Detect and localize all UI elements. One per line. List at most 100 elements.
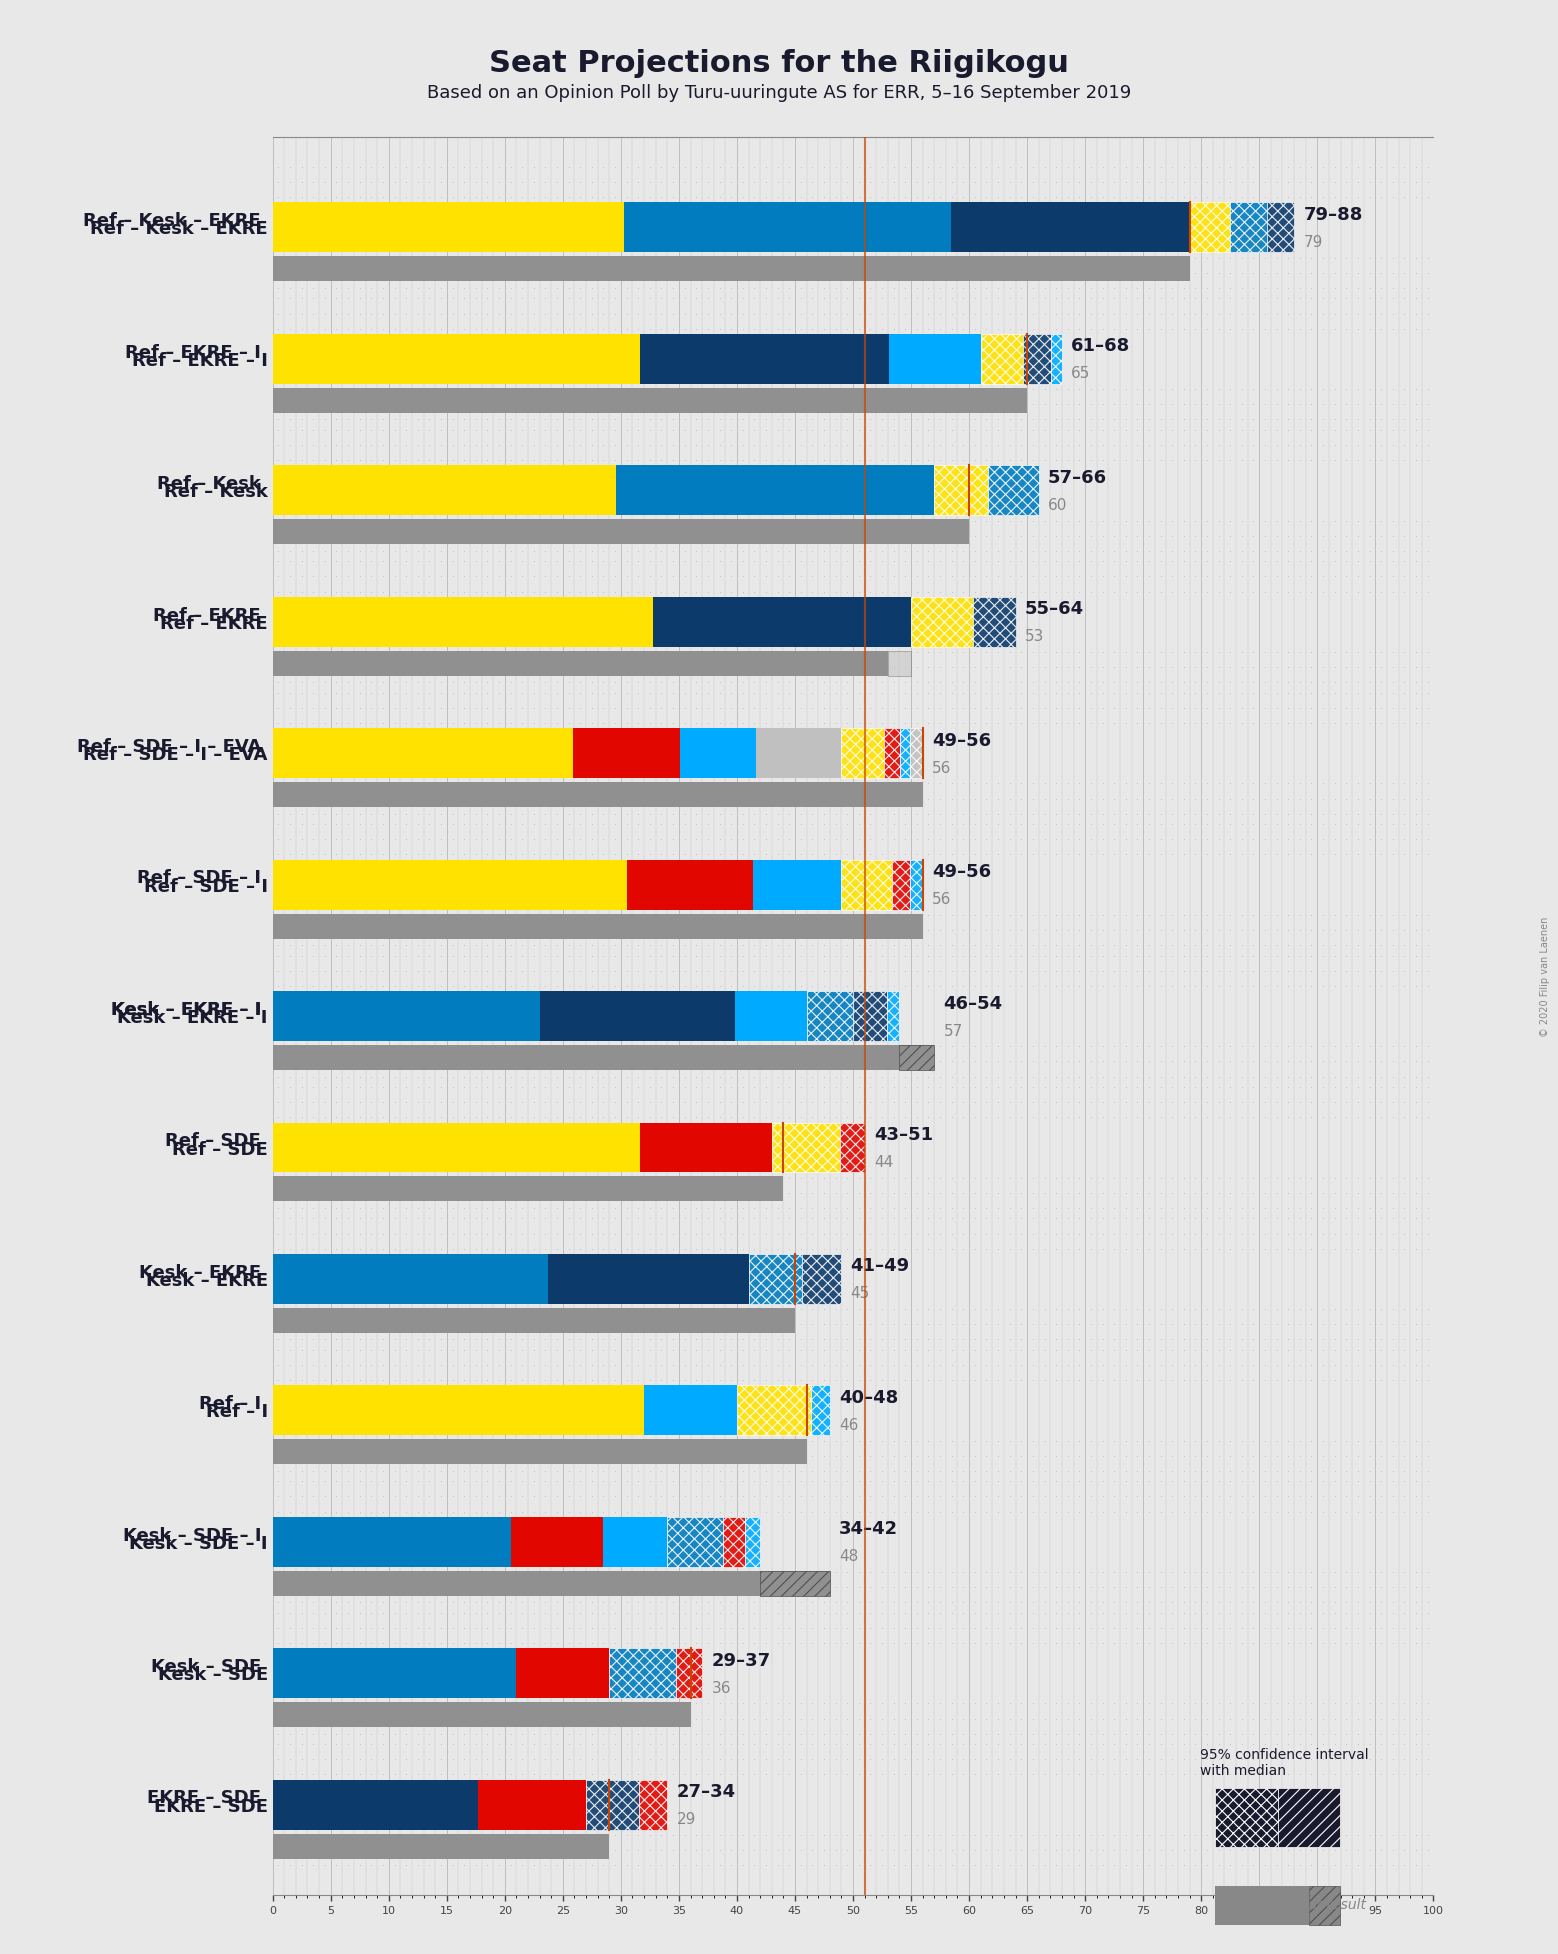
Point [846, 651, 871, 682]
Point [650, 956, 675, 987]
Point [522, 1596, 547, 1628]
Point [1299, 1217, 1324, 1249]
Point [1323, 430, 1348, 461]
Point [1044, 899, 1069, 930]
Point [533, 809, 558, 840]
Point [394, 520, 419, 551]
Point [637, 797, 662, 828]
Point [626, 1497, 651, 1528]
Point [1114, 1163, 1139, 1194]
Point [509, 1481, 534, 1512]
Point [1368, 545, 1393, 576]
Point [1404, 637, 1429, 668]
Point [997, 242, 1022, 274]
Point [1206, 242, 1231, 274]
Point [1044, 430, 1069, 461]
Point [1310, 561, 1335, 592]
Point [671, 1335, 696, 1366]
Point [835, 297, 860, 328]
Point [788, 1759, 813, 1790]
Point [1136, 971, 1161, 1002]
Point [371, 1364, 396, 1395]
Point [963, 535, 988, 567]
Point [986, 373, 1011, 404]
Point [1218, 404, 1243, 436]
Point [812, 784, 837, 815]
Point [533, 1323, 558, 1354]
Point [1195, 1850, 1220, 1882]
Point [997, 1440, 1022, 1471]
Point [452, 1688, 477, 1720]
Point [718, 1743, 743, 1774]
Point [1334, 297, 1359, 328]
Point [452, 1587, 477, 1618]
Point [927, 1102, 952, 1133]
Point [835, 404, 860, 436]
Point [869, 637, 894, 668]
Point [684, 561, 709, 592]
Point [799, 930, 824, 961]
Point [1078, 1456, 1103, 1487]
Point [1055, 940, 1080, 971]
Point [428, 1759, 453, 1790]
Point [486, 1364, 511, 1395]
Point [324, 797, 349, 828]
Point [1310, 651, 1335, 682]
Point [1391, 784, 1416, 815]
Point [428, 166, 453, 197]
Point [475, 637, 500, 668]
Point [637, 1704, 662, 1735]
Point [626, 404, 651, 436]
Point [869, 707, 894, 739]
Point [799, 692, 824, 723]
Point [358, 444, 383, 475]
Point [626, 899, 651, 930]
Point [835, 1743, 860, 1774]
Point [614, 1323, 639, 1354]
Point [1264, 784, 1288, 815]
Point [486, 1163, 511, 1194]
Point [1055, 1587, 1080, 1618]
Point [1368, 535, 1393, 567]
Point [439, 825, 464, 856]
Point [1346, 1309, 1371, 1340]
Point [277, 1176, 302, 1208]
Point [371, 1061, 396, 1092]
Point [614, 576, 639, 608]
Point [754, 1835, 779, 1866]
Point [1183, 166, 1207, 197]
Point [463, 971, 488, 1002]
Point [626, 838, 651, 870]
Point [1195, 1424, 1220, 1456]
Point [765, 1587, 790, 1618]
Point [1010, 1309, 1035, 1340]
Point [580, 809, 605, 840]
Point [869, 1587, 894, 1618]
Point [567, 504, 592, 535]
Point [963, 956, 988, 987]
Point [405, 899, 430, 930]
Point [777, 1424, 802, 1456]
Point [301, 242, 326, 274]
Point [650, 283, 675, 315]
Point [277, 535, 302, 567]
Point [418, 768, 442, 799]
Point [916, 914, 941, 946]
Point [1276, 1424, 1301, 1456]
Point [1391, 430, 1416, 461]
Point [1264, 389, 1288, 420]
Point [1346, 1688, 1371, 1720]
Point [731, 1557, 756, 1589]
Point [1299, 914, 1324, 946]
Point [1055, 1704, 1080, 1735]
Point [1229, 389, 1254, 420]
Point [1031, 797, 1056, 828]
Point [452, 692, 477, 723]
Point [671, 899, 696, 930]
Point [626, 1612, 651, 1643]
Point [869, 1497, 894, 1528]
Point [1357, 1440, 1382, 1471]
Point [858, 1294, 883, 1325]
Point [893, 651, 918, 682]
Point [869, 1850, 894, 1882]
